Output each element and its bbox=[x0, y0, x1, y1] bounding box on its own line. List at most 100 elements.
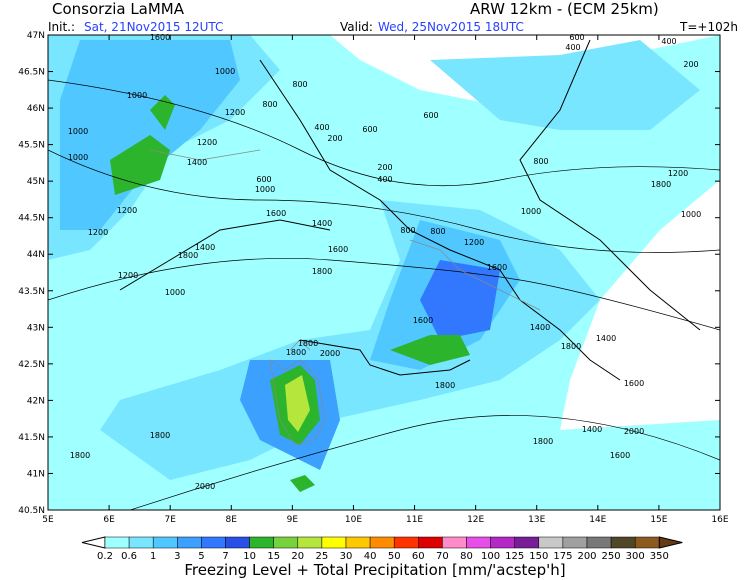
contour-label: 2000 bbox=[195, 482, 215, 491]
contour-label: 1600 bbox=[266, 209, 286, 218]
colorbar-label: 15 bbox=[267, 551, 280, 562]
contour-label: 1800 bbox=[533, 437, 553, 446]
contour-label: 1400 bbox=[582, 425, 602, 434]
contour-label: 2000 bbox=[624, 427, 644, 436]
lat-label: 45.5N bbox=[18, 141, 45, 151]
colorbar-label: 70 bbox=[436, 551, 449, 562]
colorbar-label: 60 bbox=[412, 551, 425, 562]
contour-label: 1600 bbox=[624, 379, 644, 388]
contour-label: 1000 bbox=[127, 91, 147, 100]
colorbar-label: 40 bbox=[364, 551, 377, 562]
colorbar-label: 300 bbox=[626, 551, 645, 562]
colorbar-end bbox=[658, 536, 683, 549]
contour-label: 1800 bbox=[435, 381, 455, 390]
contour-label: 200 bbox=[327, 134, 342, 143]
contour-label: 1400 bbox=[596, 334, 616, 343]
contour-label: 800 bbox=[430, 227, 445, 236]
lon-label: 6E bbox=[103, 515, 115, 525]
contour-label: 200 bbox=[683, 60, 698, 69]
colorbar-label: 30 bbox=[340, 551, 353, 562]
contour-label: 800 bbox=[400, 226, 415, 235]
lat-label: 44N bbox=[27, 250, 45, 260]
title: Consorzia LaMMA bbox=[52, 0, 185, 18]
colorbar-box bbox=[442, 536, 467, 549]
contour-label: 1000 bbox=[68, 127, 88, 136]
contour-label: 400 bbox=[661, 37, 676, 46]
lon-label: 15E bbox=[650, 515, 667, 525]
colorbar-label: 250 bbox=[602, 551, 621, 562]
lon-label: 13E bbox=[528, 515, 545, 525]
colorbar-box bbox=[514, 536, 540, 549]
contour-label: 1600 bbox=[487, 263, 507, 272]
lat-label: 47N bbox=[27, 31, 45, 41]
contour-label: 1200 bbox=[117, 206, 137, 215]
contour-label: 1000 bbox=[255, 185, 275, 194]
colorbar-box bbox=[297, 536, 323, 549]
contour-label: 200 bbox=[377, 163, 392, 172]
colorbar-label: 3 bbox=[174, 551, 180, 562]
contour-label: 600 bbox=[256, 175, 271, 184]
contour-label: 1800 bbox=[298, 339, 318, 348]
colorbar-box bbox=[225, 536, 250, 549]
init-time: Sat, 21Nov2015 12UTC bbox=[84, 20, 223, 34]
colorbar-box bbox=[466, 536, 491, 549]
colorbar-box bbox=[345, 536, 371, 549]
colorbar-box bbox=[177, 536, 202, 549]
lat-label: 40.5N bbox=[18, 506, 45, 516]
colorbar-box bbox=[128, 536, 154, 549]
colorbar-label: 20 bbox=[291, 551, 304, 562]
contour-label: 1200 bbox=[88, 228, 108, 237]
colorbar-box bbox=[634, 536, 660, 549]
colorbar-box bbox=[490, 536, 515, 549]
contour-label: 1200 bbox=[118, 271, 138, 280]
contour-label: 600 bbox=[569, 33, 584, 42]
init-label: Init.: bbox=[48, 20, 75, 34]
contour-label: 600 bbox=[362, 125, 377, 134]
contour-label: 1800 bbox=[178, 251, 198, 260]
contour-label: 1000 bbox=[215, 67, 235, 76]
contour-label: 1800 bbox=[150, 431, 170, 440]
contour-label: 1200 bbox=[197, 138, 217, 147]
contour-label: 1000 bbox=[521, 207, 541, 216]
lat-label: 44.5N bbox=[18, 214, 45, 224]
lat-label: 42.5N bbox=[18, 360, 45, 370]
contour-label: 1400 bbox=[187, 158, 207, 167]
contour-label: 1000 bbox=[68, 153, 88, 162]
colorbar-label: 100 bbox=[481, 551, 500, 562]
lon-label: 16E bbox=[711, 515, 728, 525]
colorbar-box bbox=[610, 536, 636, 549]
lon-label: 8E bbox=[226, 515, 238, 525]
colorbar-title: Freezing Level + Total Precipitation [mm… bbox=[184, 561, 565, 579]
contour-label: 1800 bbox=[70, 451, 90, 460]
contour-label: 1200 bbox=[225, 108, 245, 117]
lon-label: 7E bbox=[164, 515, 176, 525]
contour-label: 1000 bbox=[681, 210, 701, 219]
contour-label: 1000 bbox=[165, 288, 185, 297]
colorbar-label: 10 bbox=[243, 551, 256, 562]
contour-label: 600 bbox=[423, 111, 438, 120]
contour-label: 1400 bbox=[195, 243, 215, 252]
lon-label: 12E bbox=[467, 515, 484, 525]
colorbar-box bbox=[249, 536, 274, 549]
lat-label: 41.5N bbox=[18, 433, 45, 443]
contour-label: 1400 bbox=[312, 219, 332, 228]
colorbar-label: 50 bbox=[388, 551, 401, 562]
contour-label: 1800 bbox=[312, 267, 332, 276]
colorbar-label: 125 bbox=[505, 551, 524, 562]
contour-label: 1200 bbox=[668, 169, 688, 178]
colorbar-label: 0.6 bbox=[121, 551, 137, 562]
contour-label: 1600 bbox=[413, 316, 433, 325]
contour-label: 1800 bbox=[561, 342, 581, 351]
colorbar-label: 350 bbox=[650, 551, 669, 562]
colorbar-label: 25 bbox=[316, 551, 329, 562]
contour-label: 400 bbox=[314, 123, 329, 132]
colorbar-label: 0.2 bbox=[97, 551, 113, 562]
colorbar-label: 5 bbox=[198, 551, 204, 562]
model: ARW 12km - (ECM 25km) bbox=[470, 0, 659, 18]
valid-label: Valid: bbox=[340, 20, 373, 34]
colorbar-label: 200 bbox=[577, 551, 596, 562]
colorbar-box bbox=[152, 536, 178, 549]
lon-label: 14E bbox=[589, 515, 606, 525]
colorbar-label: 1 bbox=[150, 551, 156, 562]
